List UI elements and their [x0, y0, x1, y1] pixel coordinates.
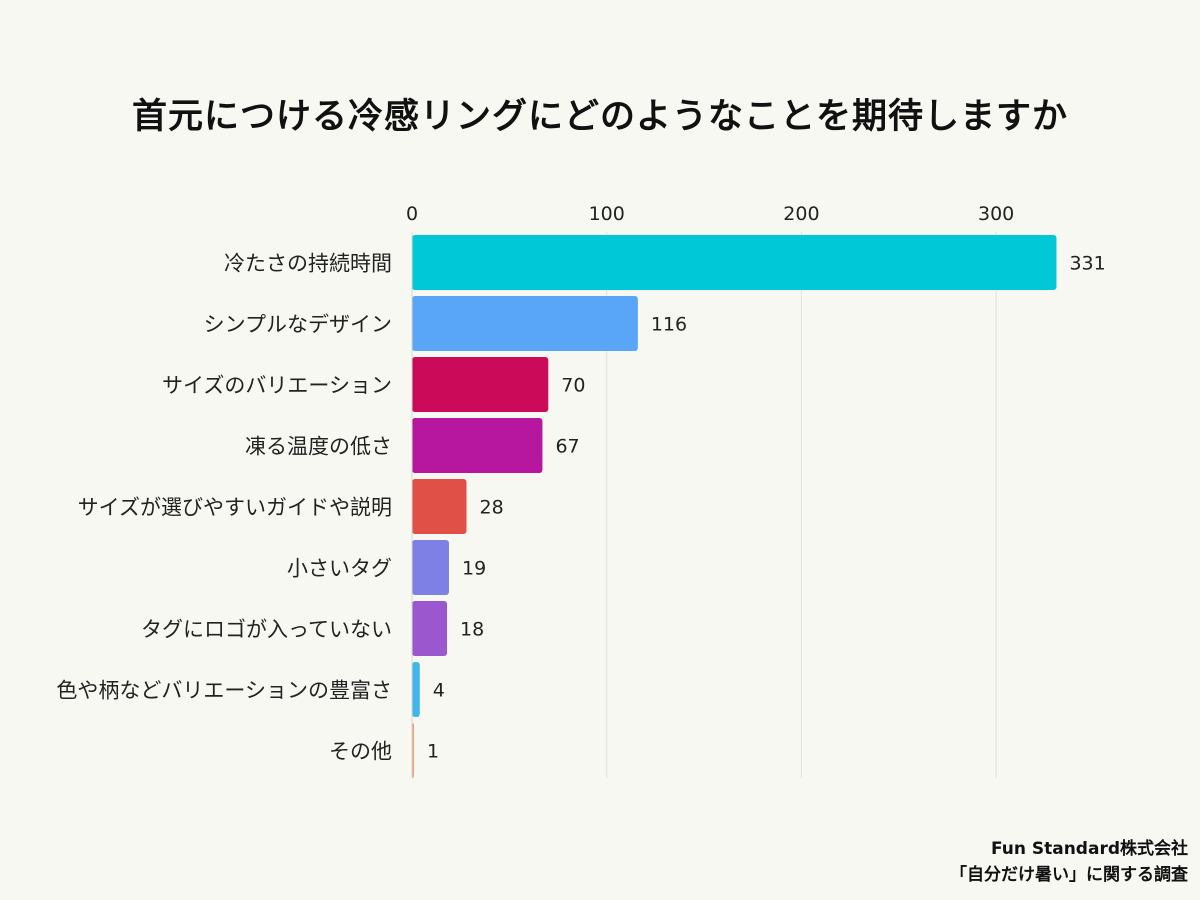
value-label: 19 — [462, 558, 486, 580]
credit: Fun Standard株式会社 「自分だけ暑い」に関する調査 — [950, 836, 1188, 888]
value-label: 28 — [480, 497, 504, 519]
bar-1 — [412, 235, 1057, 290]
category-label: 小さいタグ — [287, 557, 392, 581]
category-label: シンプルなデザイン — [204, 313, 392, 337]
value-label: 18 — [460, 619, 484, 641]
category-label: その他 — [329, 740, 392, 764]
credit-survey: 「自分だけ暑い」に関する調査 — [950, 865, 1188, 885]
category-label: サイズが選びやすいガイドや説明 — [78, 496, 392, 520]
x-tick-label: 300 — [978, 203, 1014, 225]
credit-company: Fun Standard株式会社 — [990, 839, 1188, 859]
category-label: タグにロゴが入っていない — [141, 618, 392, 642]
bar-5 — [412, 479, 467, 534]
category-label: 色や柄などバリエーションの豊富さ — [56, 679, 392, 703]
bar-7 — [412, 601, 448, 656]
value-label: 331 — [1069, 253, 1105, 275]
value-label: 70 — [561, 375, 585, 397]
bar-3 — [412, 357, 549, 412]
category-label: 冷たさの持続時間 — [224, 252, 392, 276]
x-tick-label: 200 — [783, 203, 819, 225]
bar-8 — [412, 662, 420, 717]
bar-2 — [412, 296, 638, 351]
chart-title: 首元につける冷感リングにどのようなことを期待しますか — [131, 97, 1068, 137]
x-tick-label: 100 — [589, 203, 625, 225]
bar-6 — [412, 540, 449, 595]
category-label: 凍る温度の低さ — [245, 435, 392, 459]
x-tick-label: 0 — [406, 203, 418, 225]
value-label: 4 — [433, 680, 445, 702]
category-label: サイズのバリエーション — [162, 374, 392, 398]
value-label: 116 — [651, 314, 687, 336]
value-label: 1 — [427, 741, 439, 763]
value-label: 67 — [555, 436, 579, 458]
bar-4 — [412, 418, 543, 473]
